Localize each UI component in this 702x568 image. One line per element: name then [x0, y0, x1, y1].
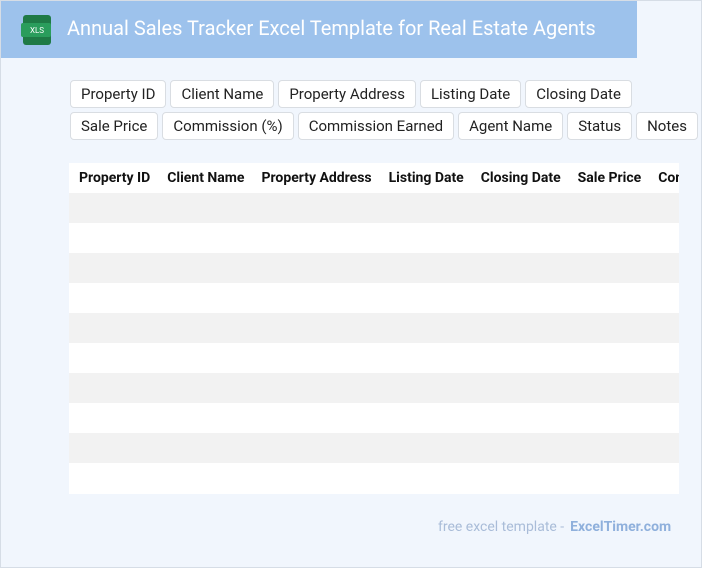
field-tag[interactable]: Notes	[636, 112, 698, 140]
field-tag[interactable]: Commission (%)	[162, 112, 294, 140]
header-bar: XLS Annual Sales Tracker Excel Template …	[1, 1, 637, 58]
table-row	[69, 433, 679, 463]
column-header: Sale Price	[577, 170, 642, 186]
field-tag[interactable]: Client Name	[170, 80, 275, 108]
field-tag[interactable]: Commission Earned	[297, 112, 455, 140]
table-row	[69, 463, 679, 493]
field-tag[interactable]: Agent Name	[458, 112, 564, 140]
table-row	[69, 283, 679, 313]
table-row	[69, 373, 679, 403]
column-header: Property Address	[261, 170, 372, 186]
column-header: Listing Date	[388, 170, 464, 186]
table: Property ID Client Name Property Address Li…	[69, 163, 679, 494]
field-row: Property ID Client Name Property Address Li…	[70, 80, 632, 108]
footer: free excel template - ExcelTimer.com	[438, 519, 671, 535]
table-header: Property ID Client Name Property Address Li…	[69, 163, 679, 193]
xls-icon: XLS	[21, 15, 51, 45]
table-row	[69, 313, 679, 343]
field-tag[interactable]: Listing Date	[419, 80, 522, 108]
column-header: Property ID	[79, 170, 151, 186]
page-title: Annual Sales Tracker Excel Template for …	[67, 16, 596, 40]
footer-link[interactable]: ExcelTimer.com	[570, 519, 672, 535]
table-row	[69, 193, 679, 223]
field-row: Sale Price Commission (%) Commission Earne…	[70, 112, 698, 140]
field-tag[interactable]: Closing Date	[525, 80, 632, 108]
field-tag[interactable]: Sale Price	[70, 112, 159, 140]
table-row	[69, 343, 679, 373]
table-row	[69, 253, 679, 283]
field-tag[interactable]: Property ID	[70, 80, 167, 108]
column-header: Commission (%)	[658, 170, 679, 186]
table-row	[69, 403, 679, 433]
column-header: Closing Date	[480, 170, 561, 186]
footer-text: free excel template -	[438, 519, 565, 535]
table-row	[69, 223, 679, 253]
column-header: Client Name	[167, 170, 245, 186]
field-tag[interactable]: Property Address	[278, 80, 416, 108]
icon-label: XLS	[29, 25, 45, 35]
field-tag[interactable]: Status	[567, 112, 633, 140]
